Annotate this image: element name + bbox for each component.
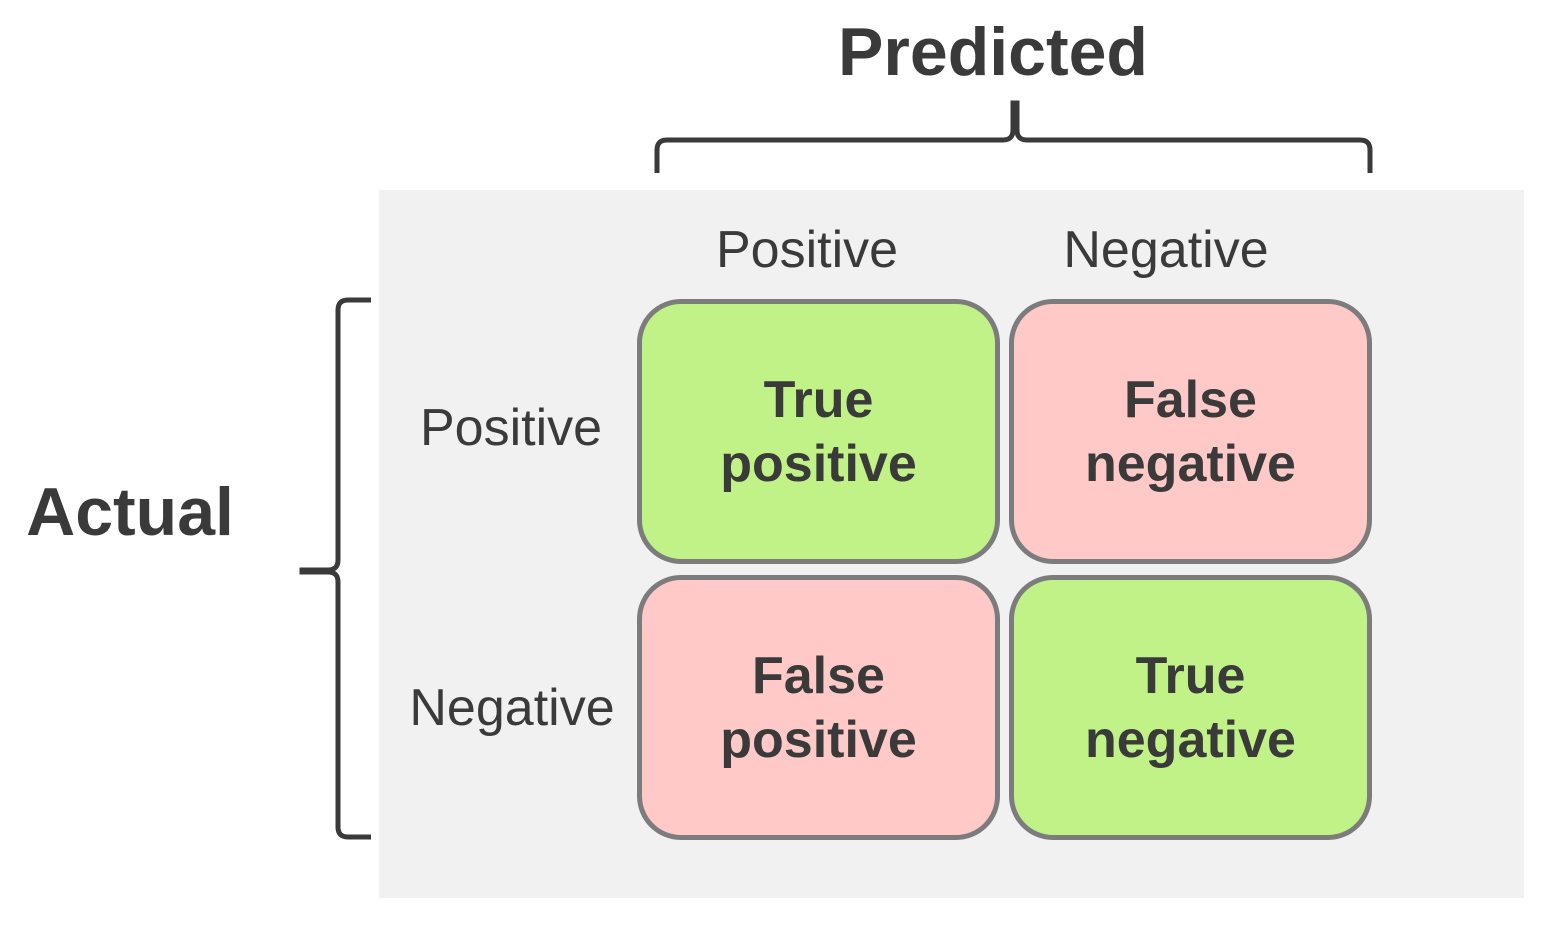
- cell-false-negative-line1: False: [1124, 370, 1257, 429]
- cell-true-negative-line1: True: [1135, 646, 1246, 705]
- row-label-positive: Positive: [419, 399, 603, 457]
- actual-title: Actual: [26, 474, 234, 550]
- cell-true-positive-line1: True: [763, 370, 874, 429]
- actual-bracket: [299, 297, 371, 840]
- cell-false-positive: False positive: [637, 575, 1000, 840]
- cell-true-negative: True negative: [1009, 575, 1372, 840]
- cell-true-negative-line2: negative: [1085, 710, 1296, 769]
- predicted-bracket: [654, 100, 1373, 173]
- column-label-negative: Negative: [1063, 221, 1269, 279]
- cell-false-positive-line2: positive: [720, 710, 917, 769]
- cell-false-positive-line1: False: [752, 646, 885, 705]
- cell-false-negative: False negative: [1009, 299, 1372, 564]
- cell-true-positive-line2: positive: [720, 434, 917, 493]
- cell-true-positive: True positive: [637, 299, 1000, 564]
- predicted-title: Predicted: [838, 14, 1148, 90]
- column-label-positive: Positive: [715, 221, 899, 279]
- row-label-negative: Negative: [409, 679, 615, 737]
- cell-false-negative-line2: negative: [1085, 434, 1296, 493]
